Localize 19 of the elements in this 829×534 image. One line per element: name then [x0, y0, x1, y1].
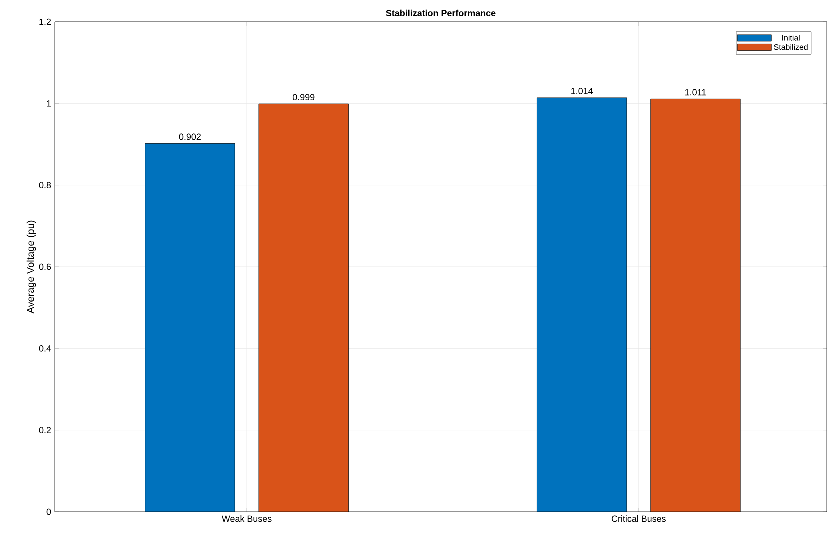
- y-tick-label: 0.8: [39, 182, 52, 189]
- data-label: 0.902: [179, 134, 201, 140]
- y-tick-label: 0.2: [39, 427, 52, 434]
- y-tick-label: 0.4: [39, 345, 52, 352]
- data-label: 0.999: [292, 94, 315, 101]
- bar: [145, 143, 236, 512]
- x-tick-label: Critical Buses: [612, 516, 666, 522]
- y-tick-label: 0: [46, 508, 52, 516]
- bar: [650, 98, 741, 512]
- y-tick-label: 0.6: [39, 264, 52, 270]
- y-axis-title: Average Voltage (pu): [26, 220, 36, 314]
- bar: [537, 98, 628, 512]
- bar: [258, 104, 349, 512]
- data-label: 1.011: [686, 89, 706, 96]
- y-tick-label: 1: [47, 100, 52, 107]
- data-label: 1.014: [572, 88, 594, 94]
- y-tick-label: 1.2: [40, 18, 52, 26]
- x-tick-label: Weak Buses: [222, 516, 272, 522]
- chart-title: Stabilization Performance: [386, 10, 496, 17]
